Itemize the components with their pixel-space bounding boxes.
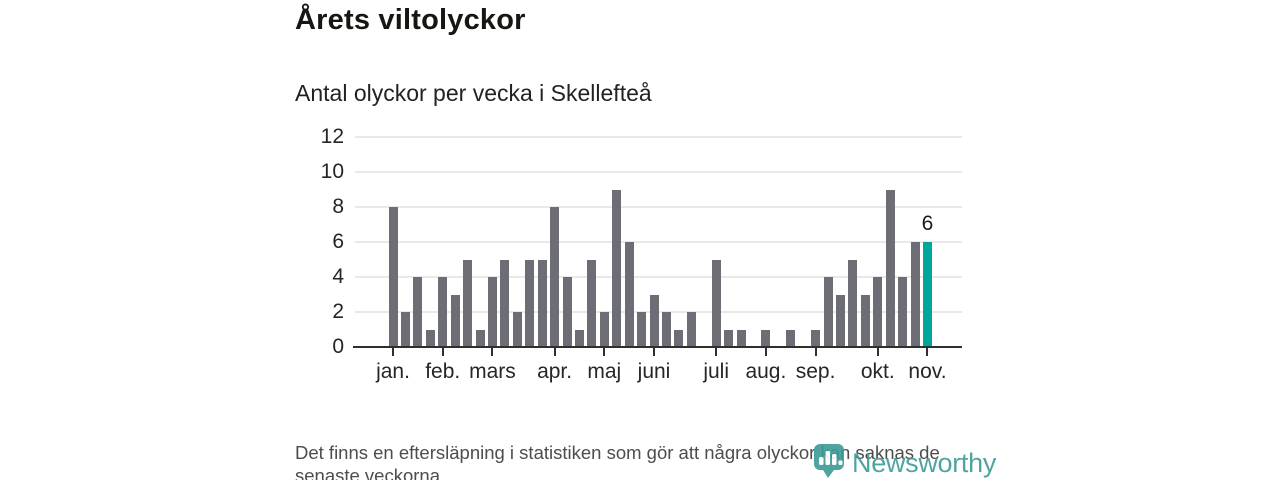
bar [562, 277, 572, 347]
bar [637, 312, 647, 347]
x-axis-tickmark [603, 348, 606, 356]
bar-highlighted [922, 242, 932, 347]
bar [512, 312, 522, 347]
bar [848, 259, 858, 347]
bar [413, 277, 423, 347]
x-axis-line [353, 346, 962, 348]
bar [425, 329, 435, 347]
x-axis-tickmark [441, 348, 444, 356]
bar [487, 277, 497, 347]
bar [463, 259, 473, 347]
bar [786, 329, 796, 347]
newsworthy-pin-icon [812, 442, 846, 480]
x-axis-tickmark [653, 348, 656, 356]
bar [574, 329, 584, 347]
x-axis-tickmark [553, 348, 556, 356]
bar [661, 312, 671, 347]
x-axis-month-label: juli [703, 360, 730, 383]
bar [761, 329, 771, 347]
bar [835, 294, 845, 347]
y-axis-tick-label: 10 [320, 160, 344, 183]
bar [649, 294, 659, 347]
bar [388, 207, 398, 347]
bar [898, 277, 908, 347]
footnote-line: Det finns en eftersläpning i statistiken… [295, 442, 940, 463]
bar [811, 329, 821, 347]
bar [624, 242, 634, 347]
bar [823, 277, 833, 347]
x-axis-tickmark [491, 348, 494, 356]
x-axis-month-label: nov. [908, 360, 947, 383]
chart-title: Årets viltolyckor [295, 4, 526, 36]
bar [475, 329, 485, 347]
bar [450, 294, 460, 347]
y-axis-tick-label: 2 [332, 300, 344, 323]
y-axis-tick-label: 6 [332, 230, 344, 253]
chart-subtitle: Antal olyckor per vecka i Skellefteå [295, 80, 652, 106]
bar [438, 277, 448, 347]
gridline [355, 171, 962, 173]
bar [587, 259, 597, 347]
x-axis-tickmark [876, 348, 879, 356]
x-axis-month-label: apr. [537, 360, 573, 383]
bar [860, 294, 870, 347]
x-axis-month-label: feb. [425, 360, 461, 383]
x-axis-tickmark [715, 348, 718, 356]
x-axis-month-label: mars [469, 360, 516, 383]
x-axis-tickmark [392, 348, 394, 356]
bar [711, 259, 721, 347]
y-axis-tick-label: 4 [332, 265, 344, 288]
footnote: Det finns en eftersläpning i statistiken… [295, 441, 995, 480]
bar [612, 189, 622, 347]
bar [686, 312, 696, 347]
gridline [355, 276, 962, 278]
bar [910, 242, 920, 347]
y-axis-tick-label: 12 [320, 125, 344, 148]
x-axis-month-label: juni [637, 360, 671, 383]
bar [537, 259, 547, 347]
x-axis-tickmark [764, 348, 767, 356]
bar [500, 259, 510, 347]
highlight-value-label: 6 [921, 212, 934, 235]
x-axis-month-label: jan. [376, 360, 410, 383]
y-axis-tick-label: 0 [332, 335, 344, 358]
footnote-line: senaste veckorna. [295, 465, 446, 480]
bar [599, 312, 609, 347]
bar [674, 329, 684, 347]
x-axis-tickmark [814, 348, 817, 356]
gridline [355, 206, 962, 208]
newsworthy-wordmark: Newsworthy [852, 447, 997, 478]
bar [400, 312, 410, 347]
bar [525, 259, 535, 347]
x-axis-month-label: maj [587, 360, 622, 383]
x-axis-month-label: sep. [795, 360, 836, 383]
newsworthy-logo: Newsworthy [812, 442, 996, 480]
bar [736, 329, 746, 347]
gridline [355, 136, 962, 138]
x-axis-tickmark [926, 348, 929, 356]
bar [885, 189, 895, 347]
x-axis-month-label: aug. [745, 360, 787, 383]
y-axis-tick-label: 8 [332, 195, 344, 218]
bar [724, 329, 734, 347]
x-axis-month-label: okt. [860, 360, 895, 383]
bar [873, 277, 883, 347]
gridline [355, 241, 962, 243]
bar [550, 207, 560, 347]
